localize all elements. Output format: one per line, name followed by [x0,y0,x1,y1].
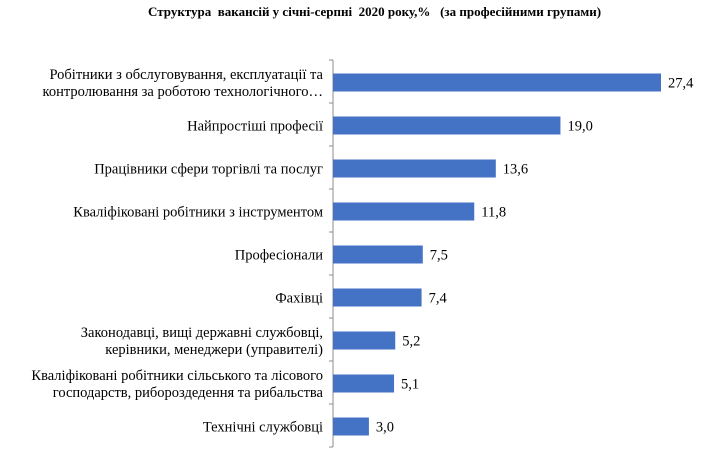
category-label-line: господарств, рибороздедення та рибальств… [53,385,324,401]
bar [333,159,496,178]
category-label-line: Законодавці, вищі державні службовці, [81,325,323,341]
category-label-line: контролювання за роботою технологічного… [43,84,323,100]
category-label: Працівники сфери торгівлі та послуг [94,162,323,178]
category-label-line: Робітники з обслуговування, експлуатації… [49,67,323,83]
category-label: Законодавці, вищі державні службовці, кер… [81,325,323,358]
data-label: 3,0 [376,420,394,436]
category-label-line: Найпростіші професії [187,119,323,135]
chart-title: Структура вакансій у січні-серпні 2020 р… [148,4,602,19]
data-label: 11,8 [481,205,506,221]
category-label-line: Професіонали [235,248,323,264]
category-label: Кваліфіковані робітники сільського та лі… [31,368,323,401]
bar [333,73,661,92]
category-label: Найпростіші професії [187,119,323,135]
data-label: 7,4 [429,291,448,307]
bar [333,202,475,221]
category-label-line: керівники, менеджери (управителі) [105,342,323,358]
category-label: Кваліфіковані робітники з інструментом [73,205,323,221]
category-label-line: Технічні службовці [203,420,323,436]
category-label-line: Кваліфіковані робітники з інструментом [73,205,323,221]
bar [333,116,561,135]
data-label: 13,6 [503,162,528,178]
bar [333,331,396,350]
category-label-line: Працівники сфери торгівлі та послуг [94,162,323,178]
bar [333,374,395,393]
category-label-line: Фахівці [275,291,323,307]
category-label: Технічні службовці [203,420,323,436]
data-label: 5,1 [401,377,419,393]
category-label-line: Кваліфіковані робітники сільського та лі… [31,368,323,384]
category-label: Фахівці [275,291,323,307]
bar [333,288,422,307]
bar [333,245,423,264]
data-label: 7,5 [430,248,448,264]
category-label: Професіонали [235,248,323,264]
category-label: Робітники з обслуговування, експлуатації… [43,67,324,100]
data-label: 5,2 [402,334,420,350]
data-label: 27,4 [668,76,694,92]
data-label: 19,0 [567,119,592,135]
bar [333,417,369,436]
